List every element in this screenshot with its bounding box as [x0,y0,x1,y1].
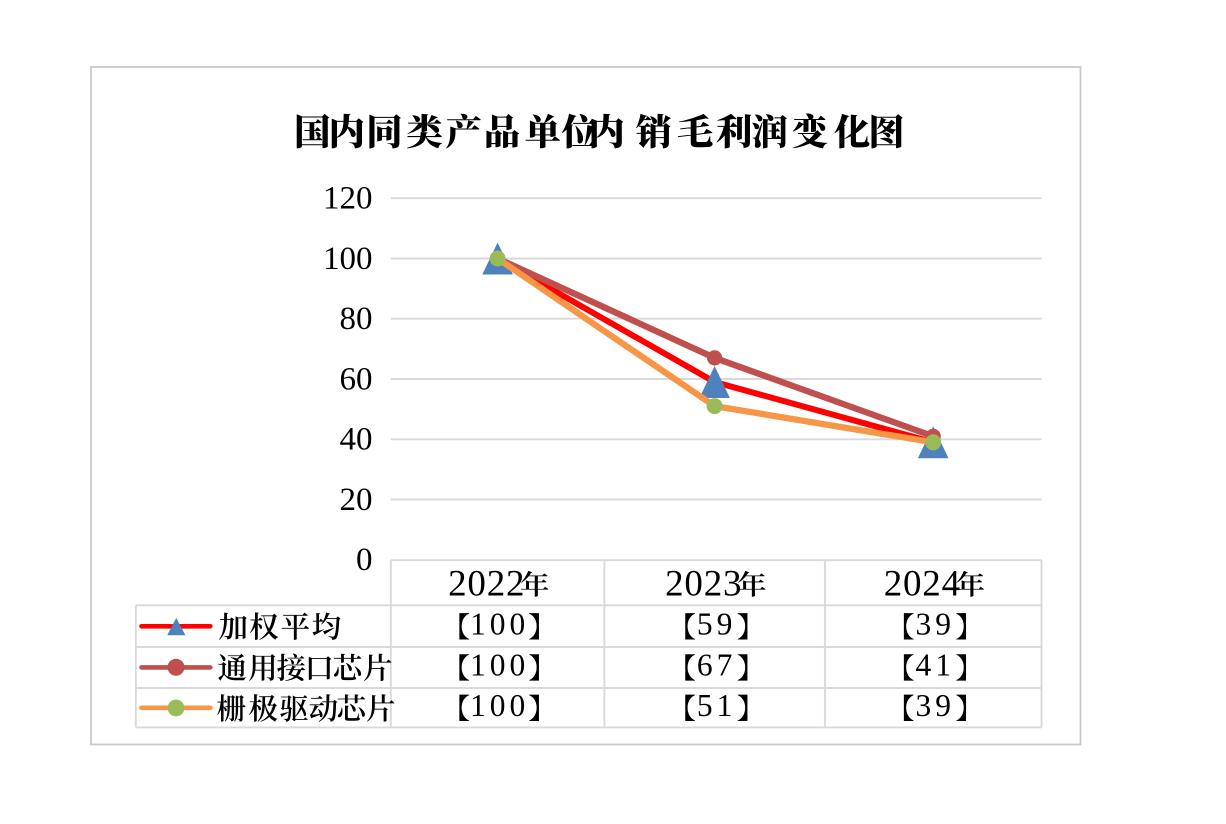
svg-text:100: 100 [470,607,529,642]
svg-text:40: 40 [340,422,373,458]
svg-text:59: 59 [697,607,737,642]
svg-text:39: 39 [915,688,955,723]
svg-text:2023: 2023 [665,564,742,605]
svg-text:67: 67 [697,648,737,683]
svg-text:100: 100 [470,688,529,723]
svg-text:120: 120 [323,181,373,217]
svg-text:80: 80 [340,301,373,337]
svg-text:2024: 2024 [884,564,961,605]
svg-text:100: 100 [323,241,373,277]
svg-text:2022: 2022 [448,564,525,605]
svg-text:100: 100 [470,648,529,683]
svg-text:39: 39 [915,607,955,642]
svg-text:20: 20 [340,482,373,518]
svg-text:60: 60 [340,361,373,397]
svg-text:41: 41 [915,648,955,683]
svg-text:51: 51 [697,688,737,723]
svg-text:0: 0 [356,542,373,578]
